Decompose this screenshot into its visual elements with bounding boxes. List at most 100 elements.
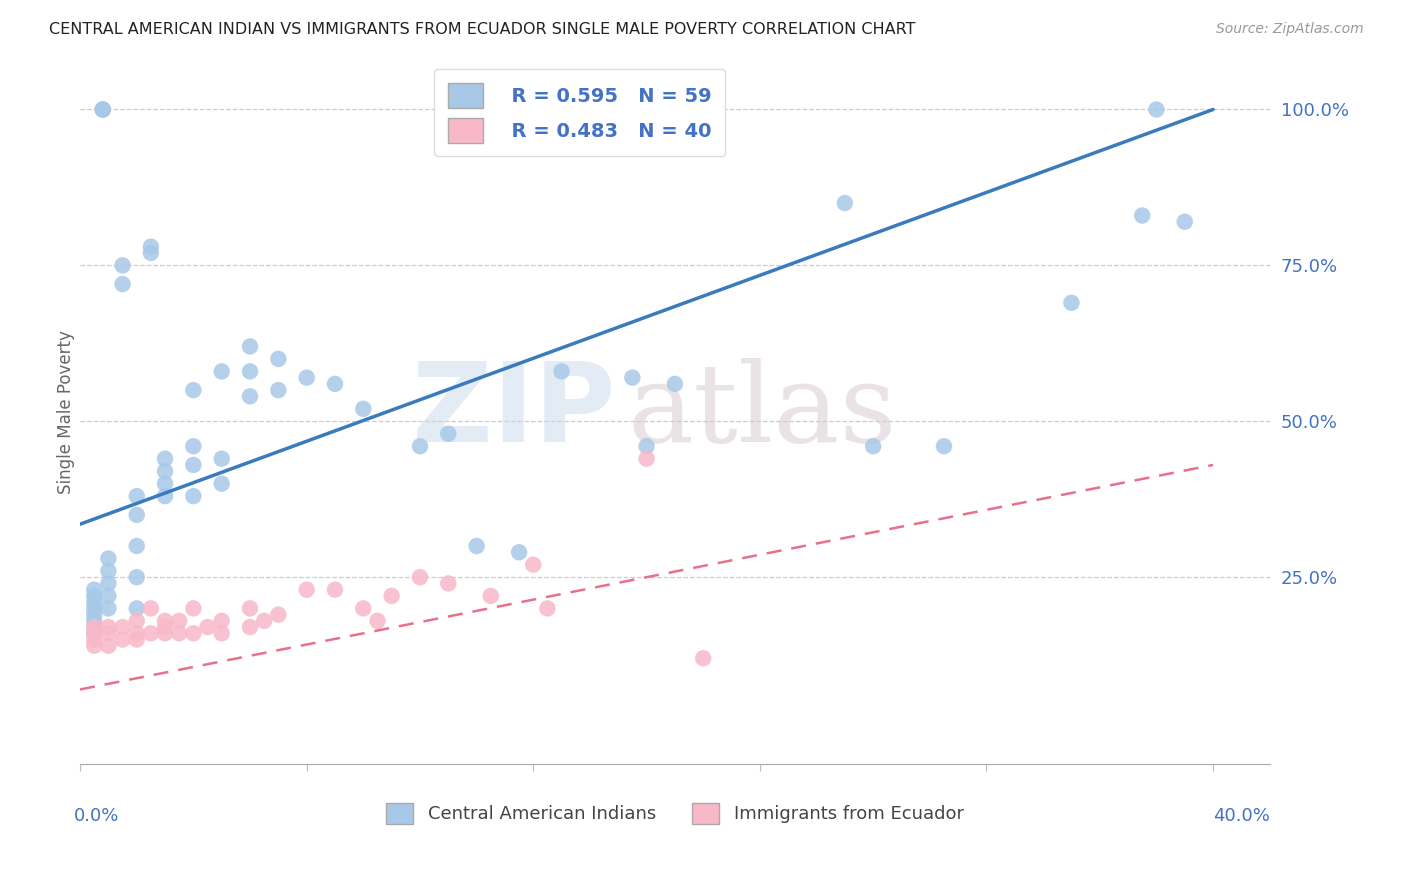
Point [153, 620, 176, 634]
Point [111, 620, 134, 634]
Point [536, 601, 558, 615]
Point [139, 240, 162, 254]
Point [153, 626, 176, 640]
Point [91, 103, 114, 117]
Point [183, 601, 205, 615]
Point [1174, 215, 1197, 229]
Point [83, 632, 105, 647]
Point [125, 489, 148, 503]
Point [352, 401, 374, 416]
Point [323, 376, 346, 391]
Point [465, 539, 488, 553]
Point [183, 383, 205, 397]
Point [167, 626, 190, 640]
Point [211, 476, 233, 491]
Point [437, 576, 460, 591]
Point [267, 351, 290, 366]
Point [83, 620, 105, 634]
Point [932, 439, 955, 453]
Point [97, 626, 120, 640]
Point [97, 551, 120, 566]
Point [83, 589, 105, 603]
Point [211, 614, 233, 628]
Point [1144, 103, 1167, 117]
Point [183, 439, 205, 453]
Point [692, 651, 714, 665]
Point [125, 632, 148, 647]
Point [111, 632, 134, 647]
Point [83, 601, 105, 615]
Point [323, 582, 346, 597]
Point [83, 620, 105, 634]
Point [83, 626, 105, 640]
Point [125, 626, 148, 640]
Text: 40.0%: 40.0% [1213, 806, 1270, 824]
Point [295, 370, 318, 384]
Point [83, 639, 105, 653]
Point [83, 595, 105, 609]
Text: 0.0%: 0.0% [75, 806, 120, 824]
Point [139, 246, 162, 260]
Point [621, 370, 644, 384]
Text: ZIP: ZIP [412, 359, 616, 466]
Point [197, 620, 219, 634]
Point [409, 439, 432, 453]
Point [97, 620, 120, 634]
Point [479, 589, 502, 603]
Point [211, 451, 233, 466]
Point [664, 376, 686, 391]
Legend:   R = 0.595   N = 59,   R = 0.483   N = 40: R = 0.595 N = 59, R = 0.483 N = 40 [434, 70, 725, 156]
Point [183, 458, 205, 472]
Point [91, 103, 114, 117]
Point [97, 601, 120, 615]
Point [125, 570, 148, 584]
Point [267, 607, 290, 622]
Point [239, 339, 262, 353]
Point [97, 639, 120, 653]
Point [83, 626, 105, 640]
Point [83, 614, 105, 628]
Point [111, 277, 134, 291]
Point [550, 364, 572, 378]
Point [111, 259, 134, 273]
Point [153, 464, 176, 478]
Point [211, 626, 233, 640]
Point [91, 103, 114, 117]
Point [352, 601, 374, 615]
Point [153, 476, 176, 491]
Point [366, 614, 388, 628]
Point [1060, 295, 1083, 310]
Point [239, 364, 262, 378]
Point [295, 582, 318, 597]
Point [125, 539, 148, 553]
Point [239, 601, 262, 615]
Y-axis label: Single Male Poverty: Single Male Poverty [58, 330, 75, 494]
Point [139, 601, 162, 615]
Point [97, 564, 120, 578]
Point [1130, 209, 1153, 223]
Point [409, 570, 432, 584]
Point [834, 196, 856, 211]
Point [239, 389, 262, 403]
Point [83, 607, 105, 622]
Point [153, 489, 176, 503]
Text: Source: ZipAtlas.com: Source: ZipAtlas.com [1216, 22, 1364, 37]
Point [97, 589, 120, 603]
Text: CENTRAL AMERICAN INDIAN VS IMMIGRANTS FROM ECUADOR SINGLE MALE POVERTY CORRELATI: CENTRAL AMERICAN INDIAN VS IMMIGRANTS FR… [49, 22, 915, 37]
Point [381, 589, 404, 603]
Text: atlas: atlas [627, 359, 897, 466]
Point [239, 620, 262, 634]
Point [167, 614, 190, 628]
Point [153, 614, 176, 628]
Point [153, 451, 176, 466]
Point [125, 601, 148, 615]
Point [183, 489, 205, 503]
Point [211, 364, 233, 378]
Point [862, 439, 884, 453]
Point [125, 614, 148, 628]
Point [183, 626, 205, 640]
Point [83, 582, 105, 597]
Point [522, 558, 544, 572]
Point [636, 439, 658, 453]
Point [139, 626, 162, 640]
